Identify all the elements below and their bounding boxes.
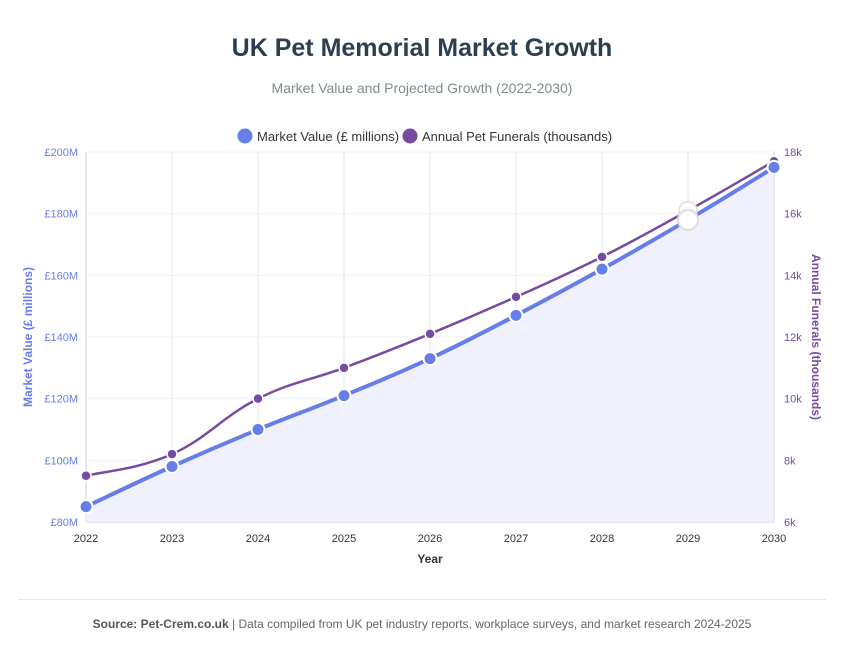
divider xyxy=(18,599,826,600)
source-label: Source: Pet-Crem.co.uk xyxy=(92,617,229,631)
market-point xyxy=(677,208,699,231)
funerals-point xyxy=(80,470,92,482)
market-point xyxy=(766,159,782,175)
x-tick: 2023 xyxy=(160,533,184,545)
market-point xyxy=(508,307,524,323)
footer: Source: Pet-Crem.co.uk | Data compiled f… xyxy=(0,617,844,631)
x-tick: 2028 xyxy=(590,533,614,545)
funerals-point xyxy=(166,448,178,460)
x-tick: 2029 xyxy=(676,533,700,545)
y-left-axis-label: Market Value (£ millions) xyxy=(21,267,35,407)
x-tick: 2022 xyxy=(74,533,98,545)
legend-label-funerals: Annual Pet Funerals (thousands) xyxy=(422,129,612,144)
y-left-tick: £100M xyxy=(44,455,78,467)
legend-label-market: Market Value (£ millions) xyxy=(257,129,399,144)
market-point xyxy=(336,388,352,404)
x-tick: 2024 xyxy=(246,533,270,545)
x-axis-label: Year xyxy=(417,552,443,566)
y-left-tick: £80M xyxy=(50,517,78,529)
market-point xyxy=(594,261,610,277)
market-point xyxy=(250,422,266,437)
legend-marker-market xyxy=(237,128,253,144)
legend-marker-funerals xyxy=(402,128,418,144)
funerals-point xyxy=(424,328,436,340)
footer-text: | Data compiled from UK pet industry rep… xyxy=(228,617,752,631)
funerals-point xyxy=(338,362,350,374)
y-left-tick: £200M xyxy=(44,147,78,159)
y-right-tick: 16k xyxy=(784,209,802,221)
x-tick: 2025 xyxy=(332,533,356,545)
chart: £80M 6k £100M 8k £120M 10k £140M 12k £160M 14k £18… xyxy=(21,128,823,566)
y-left-tick: £180M xyxy=(44,209,78,221)
y-right-tick: 18k xyxy=(784,147,802,159)
y-right-tick: 12k xyxy=(784,332,802,344)
funerals-point xyxy=(510,291,522,303)
chart-title: UK Pet Memorial Market Growth xyxy=(231,34,613,62)
y-left-tick: £160M xyxy=(44,270,78,282)
market-point xyxy=(78,499,94,515)
y-left-tick: £140M xyxy=(44,332,78,344)
market-point xyxy=(422,351,438,367)
x-tick: 2026 xyxy=(418,533,442,545)
y-right-tick: 6k xyxy=(784,517,796,529)
funerals-point xyxy=(252,392,264,405)
funerals-point xyxy=(596,251,608,263)
y-right-tick: 8k xyxy=(784,455,796,467)
y-right-tick: 14k xyxy=(784,270,802,282)
market-point xyxy=(164,459,180,474)
y-right-axis-label: Annual Funerals (thousands) xyxy=(809,254,823,420)
chart-subtitle: Market Value and Projected Growth (2022-… xyxy=(271,80,573,96)
y-right-tick: 10k xyxy=(784,394,802,406)
x-tick: 2030 xyxy=(762,533,786,545)
x-tick: 2027 xyxy=(504,533,528,545)
y-left-tick: £120M xyxy=(44,394,78,406)
